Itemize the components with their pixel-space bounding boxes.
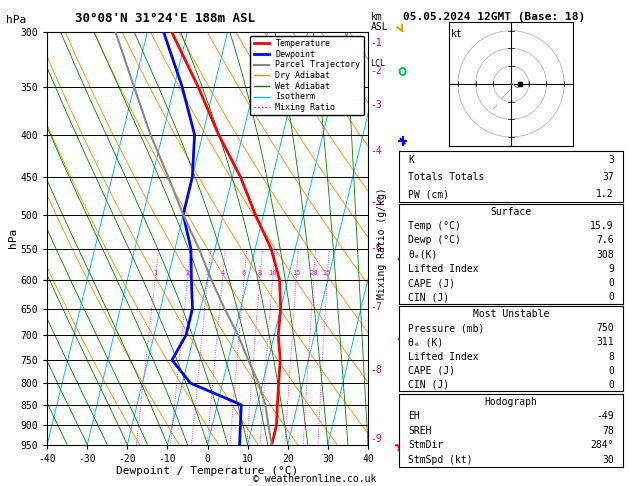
Text: 0: 0	[608, 380, 614, 390]
Text: K: K	[408, 155, 415, 165]
Text: -3: -3	[370, 100, 382, 109]
Text: Lifted Index: Lifted Index	[408, 264, 479, 274]
Text: Surface: Surface	[491, 207, 532, 217]
Text: 20: 20	[309, 270, 318, 276]
Text: -8: -8	[370, 364, 382, 375]
Text: 37: 37	[602, 172, 614, 182]
Text: -49: -49	[596, 411, 614, 421]
Text: 3: 3	[206, 270, 210, 276]
Text: Temp (°C): Temp (°C)	[408, 221, 461, 231]
Text: -5: -5	[370, 197, 382, 208]
Y-axis label: hPa: hPa	[8, 228, 18, 248]
Text: 0: 0	[608, 278, 614, 288]
Text: km: km	[371, 12, 383, 22]
Text: 30°08'N 31°24'E 188m ASL: 30°08'N 31°24'E 188m ASL	[75, 12, 255, 25]
Text: 7.6: 7.6	[596, 235, 614, 245]
Text: 2: 2	[186, 270, 190, 276]
Text: 0: 0	[608, 365, 614, 376]
Text: 6: 6	[242, 270, 246, 276]
Text: LCL: LCL	[370, 59, 385, 68]
Text: Most Unstable: Most Unstable	[473, 309, 549, 319]
Text: CAPE (J): CAPE (J)	[408, 278, 455, 288]
Text: CIN (J): CIN (J)	[408, 293, 450, 302]
Text: -9: -9	[370, 434, 382, 444]
Text: 0: 0	[608, 293, 614, 302]
Text: 78: 78	[602, 426, 614, 436]
Text: 1.2: 1.2	[596, 189, 614, 199]
Text: 15: 15	[292, 270, 301, 276]
Text: 9: 9	[608, 264, 614, 274]
Text: 308: 308	[596, 250, 614, 260]
Text: -7: -7	[370, 302, 382, 312]
Text: StmDir: StmDir	[408, 440, 443, 451]
Text: 311: 311	[596, 337, 614, 347]
Text: Lifted Index: Lifted Index	[408, 351, 479, 362]
Text: EH: EH	[408, 411, 420, 421]
Text: Mixing Ratio (g/kg): Mixing Ratio (g/kg)	[377, 187, 387, 299]
Text: 750: 750	[596, 323, 614, 333]
X-axis label: Dewpoint / Temperature (°C): Dewpoint / Temperature (°C)	[116, 467, 299, 476]
Text: 4: 4	[220, 270, 225, 276]
Text: Pressure (mb): Pressure (mb)	[408, 323, 485, 333]
Text: -6: -6	[370, 243, 382, 253]
Text: Dewp (°C): Dewp (°C)	[408, 235, 461, 245]
Text: SREH: SREH	[408, 426, 432, 436]
Text: θₑ(K): θₑ(K)	[408, 250, 438, 260]
Text: 05.05.2024 12GMT (Base: 18): 05.05.2024 12GMT (Base: 18)	[403, 12, 585, 22]
Text: PW (cm): PW (cm)	[408, 189, 450, 199]
Text: CIN (J): CIN (J)	[408, 380, 450, 390]
Text: -4: -4	[370, 146, 382, 156]
Text: kt: kt	[451, 29, 462, 39]
Text: 1: 1	[153, 270, 157, 276]
Text: 10: 10	[268, 270, 277, 276]
Text: 30: 30	[602, 455, 614, 465]
Text: 15.9: 15.9	[590, 221, 614, 231]
Text: -1: -1	[370, 38, 382, 48]
Text: Hodograph: Hodograph	[484, 397, 538, 407]
Text: ASL: ASL	[371, 22, 389, 32]
Text: θₑ (K): θₑ (K)	[408, 337, 443, 347]
Text: hPa: hPa	[6, 15, 26, 25]
Text: 25: 25	[323, 270, 331, 276]
Text: CAPE (J): CAPE (J)	[408, 365, 455, 376]
Text: StmSpd (kt): StmSpd (kt)	[408, 455, 473, 465]
Text: 284°: 284°	[590, 440, 614, 451]
Legend: Temperature, Dewpoint, Parcel Trajectory, Dry Adiabat, Wet Adiabat, Isotherm, Mi: Temperature, Dewpoint, Parcel Trajectory…	[250, 36, 364, 115]
Text: © weatheronline.co.uk: © weatheronline.co.uk	[253, 473, 376, 484]
Text: -2: -2	[370, 67, 382, 76]
Text: 8: 8	[608, 351, 614, 362]
Text: Totals Totals: Totals Totals	[408, 172, 485, 182]
Text: 8: 8	[258, 270, 262, 276]
Text: 3: 3	[608, 155, 614, 165]
